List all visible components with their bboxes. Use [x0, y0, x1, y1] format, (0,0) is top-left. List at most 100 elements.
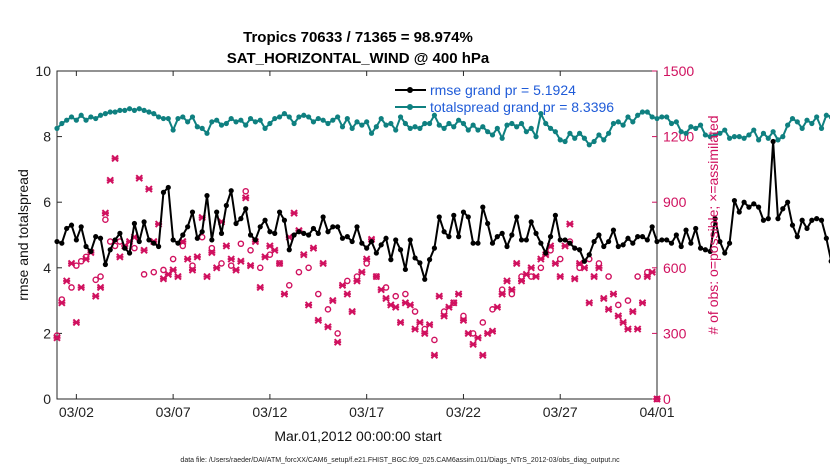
rmse-point [146, 237, 152, 243]
assimilated-obs-marker [338, 281, 347, 290]
totalspread-point [180, 114, 186, 120]
rmse-point [272, 230, 278, 236]
rmse-point [446, 234, 452, 240]
rmse-point [286, 247, 292, 253]
assimilated-obs-marker [580, 264, 589, 272]
totalspread-point [644, 109, 650, 115]
totalspread-point [606, 130, 612, 136]
rmse-point [610, 227, 617, 233]
possible-obs-marker [106, 238, 114, 245]
assimilated-obs-marker [212, 264, 221, 272]
totalspread-point [431, 112, 438, 118]
totalspread-point [538, 111, 544, 117]
rmse-point [562, 237, 568, 243]
totalspread-point [170, 127, 176, 133]
rmse-point [122, 245, 128, 251]
rmse-point [223, 202, 229, 209]
totalspread-point [276, 114, 283, 120]
assimilated-obs-marker [633, 325, 642, 333]
totalspread-point [465, 127, 471, 133]
rmse-point [397, 247, 404, 253]
series-layer [54, 106, 830, 282]
assimilated-obs-marker [280, 290, 289, 298]
totalspread-point [528, 125, 534, 131]
totalspread-point [673, 119, 679, 125]
totalspread-point [523, 129, 529, 135]
rmse-point [630, 240, 636, 246]
rmse-point [64, 225, 70, 232]
assimilated-obs-marker [208, 248, 216, 257]
rmse-point [354, 224, 360, 230]
totalspread-point [59, 120, 65, 127]
rmse-point [606, 238, 612, 245]
assimilated-obs-marker [493, 303, 502, 311]
assimilated-obs-marker [169, 266, 177, 274]
totalspread-point [494, 125, 500, 131]
rmse-point [809, 217, 815, 223]
rmse-point [373, 250, 379, 256]
assimilated-obs-marker [300, 250, 308, 259]
assimilated-obs-marker [358, 268, 366, 276]
assimilated-obs-marker [271, 246, 279, 255]
rmse-point [238, 216, 244, 222]
rmse-point [175, 240, 181, 246]
rmse-point [310, 225, 317, 232]
rmse-point [131, 220, 138, 227]
totalspread-point [794, 119, 800, 125]
legend-rmse-label: rmse grand pr = 5.1924 [430, 82, 576, 98]
rmse-point [349, 238, 355, 245]
totalspread-point [722, 127, 728, 133]
assimilated-obs-marker [609, 290, 618, 298]
rmse-point [770, 138, 776, 145]
totalspread-point [122, 107, 128, 113]
rmse-point [741, 199, 747, 205]
legend: rmse grand pr = 5.1924 totalspread grand… [395, 82, 614, 115]
chart-subtitle: SAT_HORIZONTAL_WIND @ 400 hPa [227, 50, 490, 67]
rmse-point [364, 245, 370, 251]
rmse-point [731, 197, 738, 204]
possible-obs-marker [498, 286, 506, 293]
totalspread-point [393, 127, 399, 133]
totalspread-point [281, 111, 288, 117]
totalspread-point [233, 119, 239, 125]
x-axis: 03/02 03/07 03/12 03/17 03/22 03/27 04/01 [59, 71, 675, 420]
assimilated-obs-marker [469, 340, 477, 349]
rmse-point [276, 209, 283, 215]
legend-rmse-marker [407, 87, 413, 93]
possible-obs-marker [411, 308, 419, 315]
assimilated-obs-marker [222, 242, 231, 250]
totalspread-point [194, 124, 200, 130]
rmse-point [330, 224, 336, 230]
rmse-point [93, 234, 99, 240]
possible-obs-marker [218, 260, 225, 267]
rmse-point [789, 222, 796, 228]
possible-obs-marker [547, 247, 554, 254]
totalspread-point [668, 120, 675, 127]
assimilated-obs-marker [440, 312, 448, 320]
rmse-point [625, 235, 631, 241]
totalspread-point [480, 124, 486, 130]
rmse-point [649, 224, 655, 230]
rmse-point [552, 212, 558, 218]
rmse-point [751, 201, 757, 207]
assimilated-obs-marker [479, 351, 487, 359]
totalspread-point [156, 114, 162, 120]
y-tick-label: 6 [43, 194, 51, 210]
totalspread-point [175, 115, 181, 122]
rmse-point [102, 261, 108, 268]
rmse-point [756, 204, 762, 210]
rmse-point [683, 227, 689, 233]
possible-obs-marker [102, 216, 109, 223]
totalspread-point [547, 125, 554, 131]
rmse-point [306, 232, 312, 238]
totalspread-point [683, 130, 689, 136]
rmse-point [388, 257, 394, 263]
totalspread-point [199, 125, 205, 131]
data-file-footer: data file: /Users/raeder/DAI/ATM_forcXX/… [180, 457, 620, 464]
chart-title: Tropics 70633 / 71365 = 98.974% [243, 29, 473, 46]
totalspread-point [804, 117, 810, 123]
totalspread-point [625, 114, 631, 120]
totalspread-point [552, 129, 558, 135]
totalspread-point [441, 125, 447, 131]
